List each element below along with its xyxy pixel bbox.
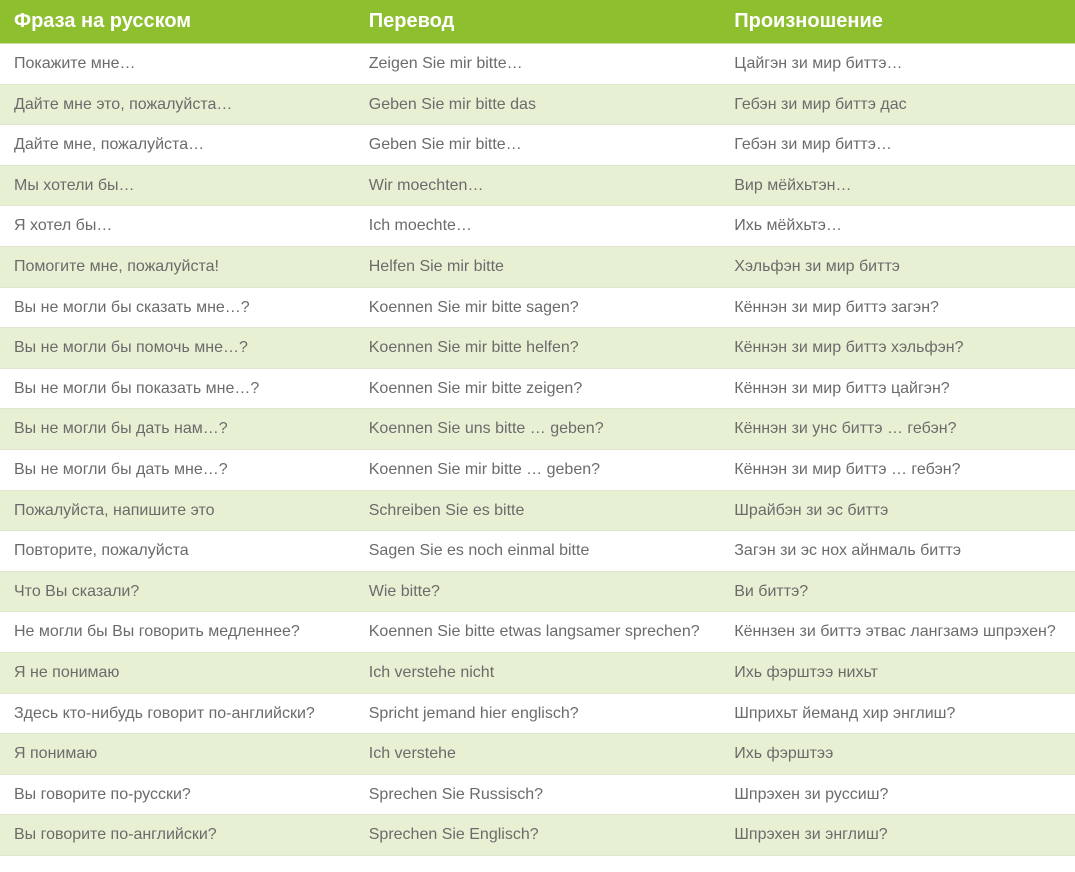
table-row: Пожалуйста, напишите этоSchreiben Sie es… [0, 490, 1075, 531]
cell-translation: Helfen Sie mir bitte [355, 246, 721, 287]
cell-pronunciation: Шрайбэн зи эс биттэ [720, 490, 1075, 531]
cell-russian: Вы не могли бы показать мне…? [0, 368, 355, 409]
cell-translation: Zeigen Sie mir bitte… [355, 44, 721, 85]
cell-pronunciation: Кённэн зи мир биттэ … гебэн? [720, 449, 1075, 490]
cell-russian: Что Вы сказали? [0, 571, 355, 612]
cell-translation: Wir moechten… [355, 165, 721, 206]
cell-pronunciation: Ви биттэ? [720, 571, 1075, 612]
table-row: Я понимаюIch versteheИхь фэрштээ [0, 734, 1075, 775]
cell-russian: Помогите мне, пожалуйста! [0, 246, 355, 287]
table-row: Я хотел бы…Ich moechte…Ихь мёйхьтэ… [0, 206, 1075, 247]
cell-translation: Koennen Sie mir bitte helfen? [355, 328, 721, 369]
cell-russian: Я не понимаю [0, 652, 355, 693]
table-row: Здесь кто-нибудь говорит по-английски?Sp… [0, 693, 1075, 734]
table-row: Повторите, пожалуйстаSagen Sie es noch e… [0, 531, 1075, 572]
table-row: Помогите мне, пожалуйста!Helfen Sie mir … [0, 246, 1075, 287]
cell-russian: Здесь кто-нибудь говорит по-английски? [0, 693, 355, 734]
cell-translation: Sprechen Sie Englisch? [355, 815, 721, 856]
cell-pronunciation: Гебэн зи мир биттэ дас [720, 84, 1075, 125]
cell-translation: Wie bitte? [355, 571, 721, 612]
cell-russian: Вы не могли бы дать нам…? [0, 409, 355, 450]
col-header-russian: Фраза на русском [0, 0, 355, 44]
cell-translation: Spricht jemand hier englisch? [355, 693, 721, 734]
cell-russian: Вы говорите по-русски? [0, 774, 355, 815]
cell-russian: Покажите мне… [0, 44, 355, 85]
cell-russian: Вы не могли бы помочь мне…? [0, 328, 355, 369]
cell-translation: Koennen Sie bitte etwas langsamer sprech… [355, 612, 721, 653]
cell-pronunciation: Кённэн зи мир биттэ хэльфэн? [720, 328, 1075, 369]
cell-translation: Koennen Sie mir bitte zeigen? [355, 368, 721, 409]
cell-pronunciation: Кённэн зи унс биттэ … гебэн? [720, 409, 1075, 450]
cell-translation: Koennen Sie mir bitte sagen? [355, 287, 721, 328]
col-header-pronunciation: Произношение [720, 0, 1075, 44]
cell-pronunciation: Ихь фэрштээ нихьт [720, 652, 1075, 693]
table-row: Вы не могли бы дать нам…?Koennen Sie uns… [0, 409, 1075, 450]
table-row: Что Вы сказали?Wie bitte?Ви биттэ? [0, 571, 1075, 612]
table-row: Вы не могли бы дать мне…?Koennen Sie mir… [0, 449, 1075, 490]
cell-russian: Пожалуйста, напишите это [0, 490, 355, 531]
table-row: Мы хотели бы…Wir moechten…Вир мёйхьтэн… [0, 165, 1075, 206]
cell-pronunciation: Гебэн зи мир биттэ… [720, 125, 1075, 166]
cell-translation: Geben Sie mir bitte das [355, 84, 721, 125]
cell-translation: Ich verstehe [355, 734, 721, 775]
cell-translation: Koennen Sie uns bitte … geben? [355, 409, 721, 450]
table-row: Вы не могли бы помочь мне…?Koennen Sie m… [0, 328, 1075, 369]
cell-pronunciation: Ихь мёйхьтэ… [720, 206, 1075, 247]
table-row: Вы не могли бы сказать мне…?Koennen Sie … [0, 287, 1075, 328]
table-row: Дайте мне это, пожалуйста…Geben Sie mir … [0, 84, 1075, 125]
table-row: Дайте мне, пожалуйста…Geben Sie mir bitt… [0, 125, 1075, 166]
cell-pronunciation: Шприхьт йеманд хир энглиш? [720, 693, 1075, 734]
table-row: Вы говорите по-русски?Sprechen Sie Russi… [0, 774, 1075, 815]
cell-pronunciation: Шпрэхен зи руссиш? [720, 774, 1075, 815]
cell-pronunciation: Кённзен зи биттэ этвас лангзамэ шпрэхен? [720, 612, 1075, 653]
table-header: Фраза на русском Перевод Произношение [0, 0, 1075, 44]
cell-russian: Повторите, пожалуйста [0, 531, 355, 572]
cell-pronunciation: Кённэн зи мир биттэ цайгэн? [720, 368, 1075, 409]
table-row: Покажите мне…Zeigen Sie mir bitte…Цайгэн… [0, 44, 1075, 85]
cell-pronunciation: Загэн зи эс нох айнмаль биттэ [720, 531, 1075, 572]
cell-translation: Ich verstehe nicht [355, 652, 721, 693]
cell-russian: Не могли бы Вы говорить медленнее? [0, 612, 355, 653]
table-row: Вы говорите по-английски?Sprechen Sie En… [0, 815, 1075, 856]
cell-translation: Schreiben Sie es bitte [355, 490, 721, 531]
cell-russian: Вы говорите по-английски? [0, 815, 355, 856]
cell-pronunciation: Вир мёйхьтэн… [720, 165, 1075, 206]
phrase-table: Фраза на русском Перевод Произношение По… [0, 0, 1075, 856]
table-row: Я не понимаюIch verstehe nichtИхь фэрштэ… [0, 652, 1075, 693]
cell-russian: Вы не могли бы сказать мне…? [0, 287, 355, 328]
table-row: Не могли бы Вы говорить медленнее?Koenne… [0, 612, 1075, 653]
cell-russian: Мы хотели бы… [0, 165, 355, 206]
cell-translation: Sagen Sie es noch einmal bitte [355, 531, 721, 572]
col-header-translation: Перевод [355, 0, 721, 44]
cell-translation: Koennen Sie mir bitte … geben? [355, 449, 721, 490]
cell-pronunciation: Хэльфэн зи мир биттэ [720, 246, 1075, 287]
table-row: Вы не могли бы показать мне…?Koennen Sie… [0, 368, 1075, 409]
cell-translation: Ich moechte… [355, 206, 721, 247]
cell-russian: Я хотел бы… [0, 206, 355, 247]
cell-translation: Sprechen Sie Russisch? [355, 774, 721, 815]
cell-pronunciation: Шпрэхен зи энглиш? [720, 815, 1075, 856]
cell-russian: Я понимаю [0, 734, 355, 775]
cell-russian: Дайте мне, пожалуйста… [0, 125, 355, 166]
cell-pronunciation: Кённэн зи мир биттэ загэн? [720, 287, 1075, 328]
cell-pronunciation: Цайгэн зи мир биттэ… [720, 44, 1075, 85]
cell-translation: Geben Sie mir bitte… [355, 125, 721, 166]
cell-russian: Дайте мне это, пожалуйста… [0, 84, 355, 125]
cell-russian: Вы не могли бы дать мне…? [0, 449, 355, 490]
cell-pronunciation: Ихь фэрштээ [720, 734, 1075, 775]
table-body: Покажите мне…Zeigen Sie mir bitte…Цайгэн… [0, 44, 1075, 856]
